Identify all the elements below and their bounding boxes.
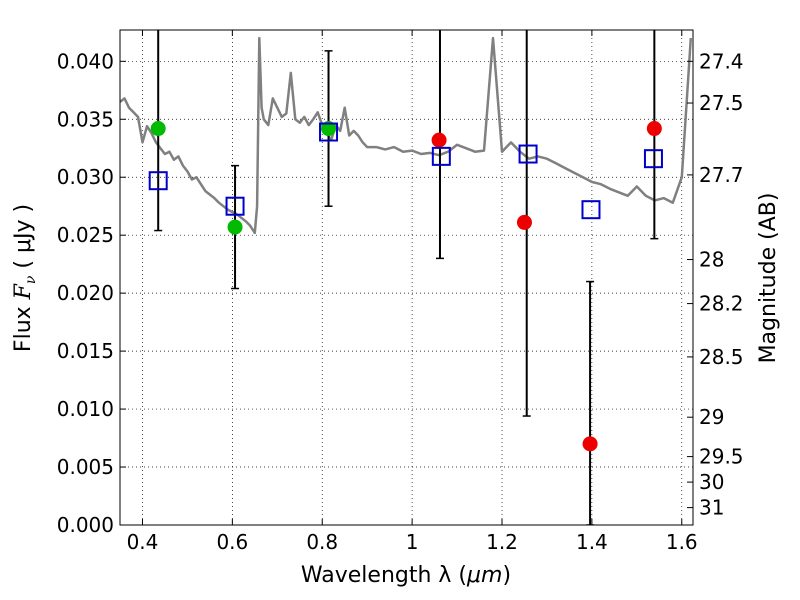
x-tick-label: 0.6	[216, 530, 248, 554]
y-tick-label: 0.015	[57, 339, 114, 363]
model-flux-square	[431, 146, 451, 166]
y2-tick-label: 30	[699, 470, 724, 494]
y-axis-label: Flux Fν ( μJy )	[11, 204, 39, 352]
y2-tick-label: 28	[699, 248, 724, 272]
green-data-point	[150, 121, 166, 137]
y2-tick-label: 28.5	[699, 345, 744, 369]
model-flux-square	[643, 149, 663, 169]
green-data-point	[321, 121, 337, 137]
y-tick-label: 0.000	[57, 513, 114, 537]
y-tick-label: 0.030	[57, 165, 114, 189]
y-tick-label: 0.035	[57, 107, 114, 131]
red-data-point	[431, 132, 447, 148]
y2-tick-label: 29	[699, 405, 724, 429]
x-tick-label: 1.2	[486, 530, 518, 554]
red-data-point	[516, 214, 532, 230]
x-tick-label: 0.8	[306, 530, 338, 554]
x-tick-label: 1.6	[666, 530, 698, 554]
model-flux-square	[225, 196, 245, 216]
y2-tick-label: 29.5	[699, 445, 744, 469]
y-tick-label: 0.005	[57, 455, 114, 479]
y2-tick-label: 27.4	[699, 49, 744, 73]
y-axis: 0.000 0.005 0.010 0.015 0.020 0.025 0.030 0.035…	[57, 49, 126, 537]
x-tick-label: 0.4	[127, 530, 159, 554]
y2-tick-label: 31	[699, 496, 724, 520]
x-axis: 0.4 0.6 0.8 1 1.2 1.4 1.6	[127, 30, 698, 554]
y-tick-label: 0.040	[57, 49, 114, 73]
model-flux-square	[518, 144, 538, 164]
model-flux-square	[319, 122, 339, 142]
y2-tick-label: 28.2	[699, 292, 744, 316]
y-tick-label: 0.020	[57, 281, 114, 305]
x-tick-label: 1.4	[576, 530, 608, 554]
green-data-point	[227, 219, 243, 235]
y2-tick-label: 27.7	[699, 163, 744, 187]
sed-model-series	[120, 36, 693, 235]
x-tick-label: 1	[406, 530, 419, 554]
plot-frame	[119, 29, 694, 526]
y-tick-label: 0.010	[57, 397, 114, 421]
red-data-point	[646, 121, 662, 137]
model-flux-square	[148, 171, 168, 191]
y-tick-label: 0.025	[57, 223, 114, 247]
x-axis-label: Wavelength λ (μm)	[301, 563, 511, 588]
red-data-point	[582, 436, 598, 452]
y2-axis-label: Magnitude (AB)	[756, 193, 781, 364]
y2-tick-label: 27.5	[699, 91, 744, 115]
data-points	[148, 121, 663, 452]
sed-model-line	[120, 36, 693, 235]
model-flux-square	[581, 200, 601, 220]
